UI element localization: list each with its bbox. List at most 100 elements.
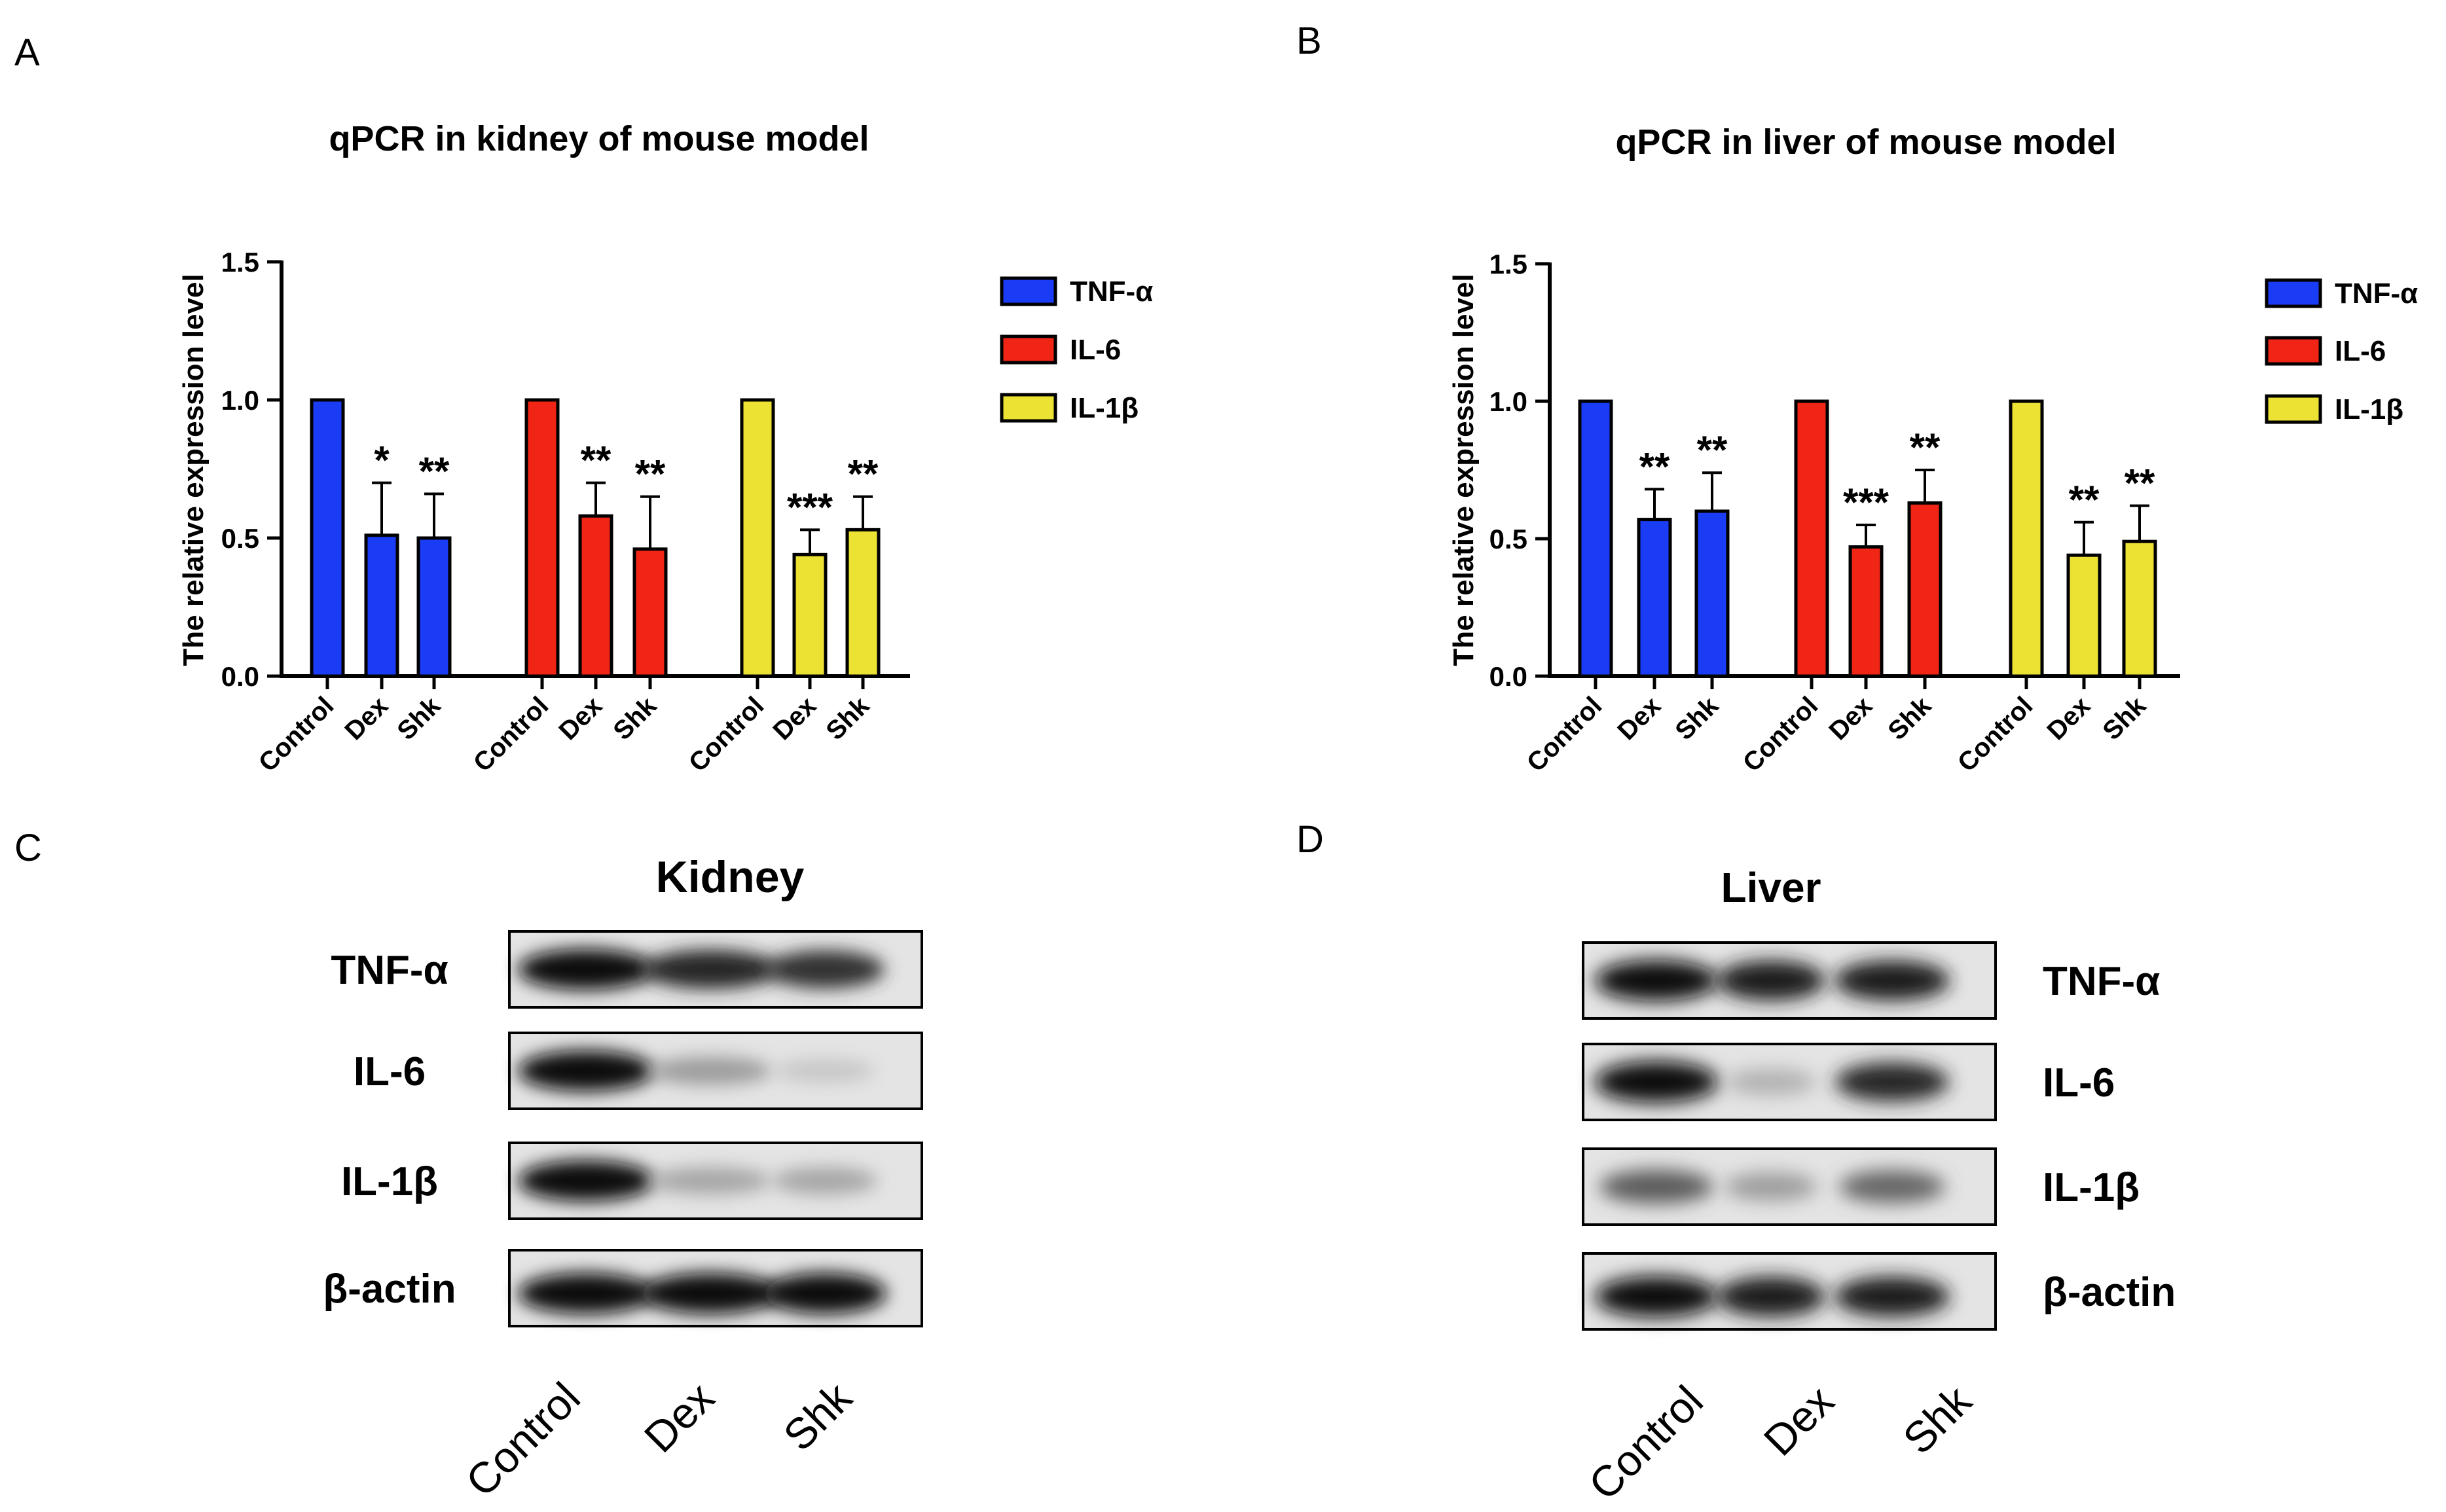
blot-row-β-actin: β-actin: [1582, 1252, 2176, 1331]
bar: [1848, 545, 1884, 678]
chart-liver-qpcr: qPCR in liver of mouse model The relativ…: [1448, 122, 2418, 778]
significance-marker: **: [1697, 428, 1728, 472]
western-blot-liver: Liver TNF-α IL-6 IL-1β β-actin Control Dex Shk: [1579, 864, 2176, 1509]
bar: [1578, 399, 1613, 678]
x-tick-label: Control: [1522, 691, 1608, 778]
x-tick-label: Control: [253, 691, 340, 778]
x-tick-label: Control: [468, 691, 555, 778]
chart-kidney-qpcr: qPCR in kidney of mouse model The relati…: [177, 119, 1153, 778]
blot-band-Shk: [765, 950, 885, 988]
x-tick-label: Control: [1952, 691, 2039, 778]
bar: [2122, 539, 2157, 678]
x-tick-label: Dex: [553, 691, 608, 746]
legend-swatch: [1000, 334, 1057, 365]
y-tick-label: 0.5: [221, 523, 259, 554]
blot-row-label: IL-6: [2043, 1060, 2115, 1106]
bar: [792, 552, 828, 678]
bar-group-TNF-α-Control: Control: [1522, 399, 1613, 778]
panel-label-c: C: [14, 827, 42, 869]
blot-band-Control: [1594, 1061, 1719, 1103]
blot-band-Shk: [763, 1272, 886, 1314]
y-tick-label: 0.0: [221, 661, 259, 692]
significance-marker: **: [1910, 425, 1941, 469]
bar-group-IL-6-Shk: ** Shk: [1882, 425, 1943, 746]
blot-row-label: IL-1β: [2043, 1165, 2140, 1210]
legend-swatch: [2265, 336, 2322, 366]
legend-item-IL-6: IL-6: [1000, 334, 1121, 366]
bar: [310, 398, 345, 678]
blot-band-Shk: [775, 1058, 875, 1083]
bar-group-TNF-α-Dex: * Dex: [339, 439, 399, 746]
blot-band-Shk: [1834, 1276, 1950, 1317]
blot-band-Dex: [1717, 960, 1825, 1001]
panel-label-b: B: [1296, 20, 1322, 62]
legend-label: IL-1β: [1070, 392, 1139, 424]
x-tick-label: Dex: [1612, 691, 1666, 746]
y-tick-label: 1.0: [221, 385, 259, 416]
blot-row-IL-6: IL-6: [1582, 1043, 2115, 1121]
blot-band-Dex: [649, 1167, 771, 1195]
significance-marker: **: [635, 452, 666, 496]
bar-group-IL-1β-Shk: ** Shk: [2097, 461, 2157, 746]
blot-row-TNF-α: TNF-α: [331, 930, 923, 1009]
legend-item-IL-1β: IL-1β: [1000, 392, 1139, 424]
blot-band-Dex: [640, 1272, 780, 1314]
y-axis-label: The relative expression level: [1448, 274, 1480, 666]
blot-band-Dex: [649, 1056, 772, 1085]
x-tick-label: Shk: [608, 691, 663, 746]
legend-label: TNF-α: [1070, 276, 1153, 308]
chart-title: qPCR in liver of mouse model: [1615, 122, 2116, 162]
bar: [2066, 553, 2102, 678]
x-tick-label: Shk: [1882, 691, 1937, 746]
western-blot-kidney: Kidney TNF-α IL-6 IL-1β β-actin Control Dex Sh…: [323, 852, 923, 1506]
bar: [524, 398, 560, 678]
bar-group-IL-6-Shk: ** Shk: [608, 452, 668, 746]
significance-marker: **: [2069, 478, 2100, 522]
bar: [1794, 399, 1829, 678]
lane-label-Shk: Shk: [1893, 1376, 1981, 1463]
blot-row-label: β-actin: [2043, 1270, 2176, 1315]
lane-label-Dex: Dex: [1755, 1377, 1843, 1465]
blot-band-Control: [1599, 1170, 1713, 1204]
blot-title: Liver: [1721, 864, 1821, 911]
panel-label-d: D: [1296, 818, 1324, 861]
legend-label: IL-1β: [2335, 393, 2403, 425]
bar: [1907, 501, 1943, 678]
bar: [632, 547, 668, 678]
blot-band-Control: [518, 948, 654, 990]
bar-group-IL-1β-Dex: *** Dex: [767, 485, 833, 746]
bar: [1637, 518, 1672, 678]
y-tick-label: 0.5: [1489, 524, 1527, 554]
blot-band-Shk: [773, 1167, 877, 1195]
significance-marker: ***: [1843, 480, 1889, 524]
blot-band-Dex: [1725, 1172, 1817, 1201]
blot-band-Shk: [1835, 1062, 1949, 1102]
blot-band-Shk: [1834, 960, 1950, 1001]
blot-band-Shk: [1839, 1170, 1945, 1204]
x-tick-label: Control: [1738, 691, 1824, 778]
x-tick-label: Control: [684, 691, 770, 778]
legend-swatch: [2265, 278, 2322, 308]
significance-marker: *: [374, 439, 390, 482]
significance-marker: **: [1639, 444, 1670, 488]
blot-row-IL-6: IL-6: [354, 1032, 923, 1110]
lane-label-Control: Control: [456, 1373, 589, 1506]
bar: [2009, 399, 2044, 678]
x-tick-label: Dex: [1823, 691, 1878, 746]
legend-item-IL-6: IL-6: [2265, 335, 2386, 367]
bar-group-TNF-α-Shk: ** Shk: [1670, 428, 1730, 746]
bar: [416, 536, 452, 678]
blot-row-IL-1β: IL-1β: [1582, 1147, 2140, 1226]
bar-group-IL-1β-Control: Control: [684, 398, 775, 778]
bar-group-IL-6-Dex: ** Dex: [553, 439, 613, 746]
x-tick-label: Shk: [2097, 691, 2152, 746]
x-tick-label: Shk: [1670, 691, 1725, 746]
blot-band-Control: [518, 1160, 654, 1202]
blot-band-Control: [518, 1050, 654, 1092]
lane-label-Shk: Shk: [774, 1373, 861, 1460]
blot-band-Dex: [1726, 1069, 1816, 1095]
bar: [740, 398, 775, 678]
blot-row-IL-1β: IL-1β: [341, 1142, 923, 1220]
x-tick-label: Dex: [339, 691, 393, 746]
bar-group-IL-1β-Control: Control: [1952, 399, 2044, 778]
